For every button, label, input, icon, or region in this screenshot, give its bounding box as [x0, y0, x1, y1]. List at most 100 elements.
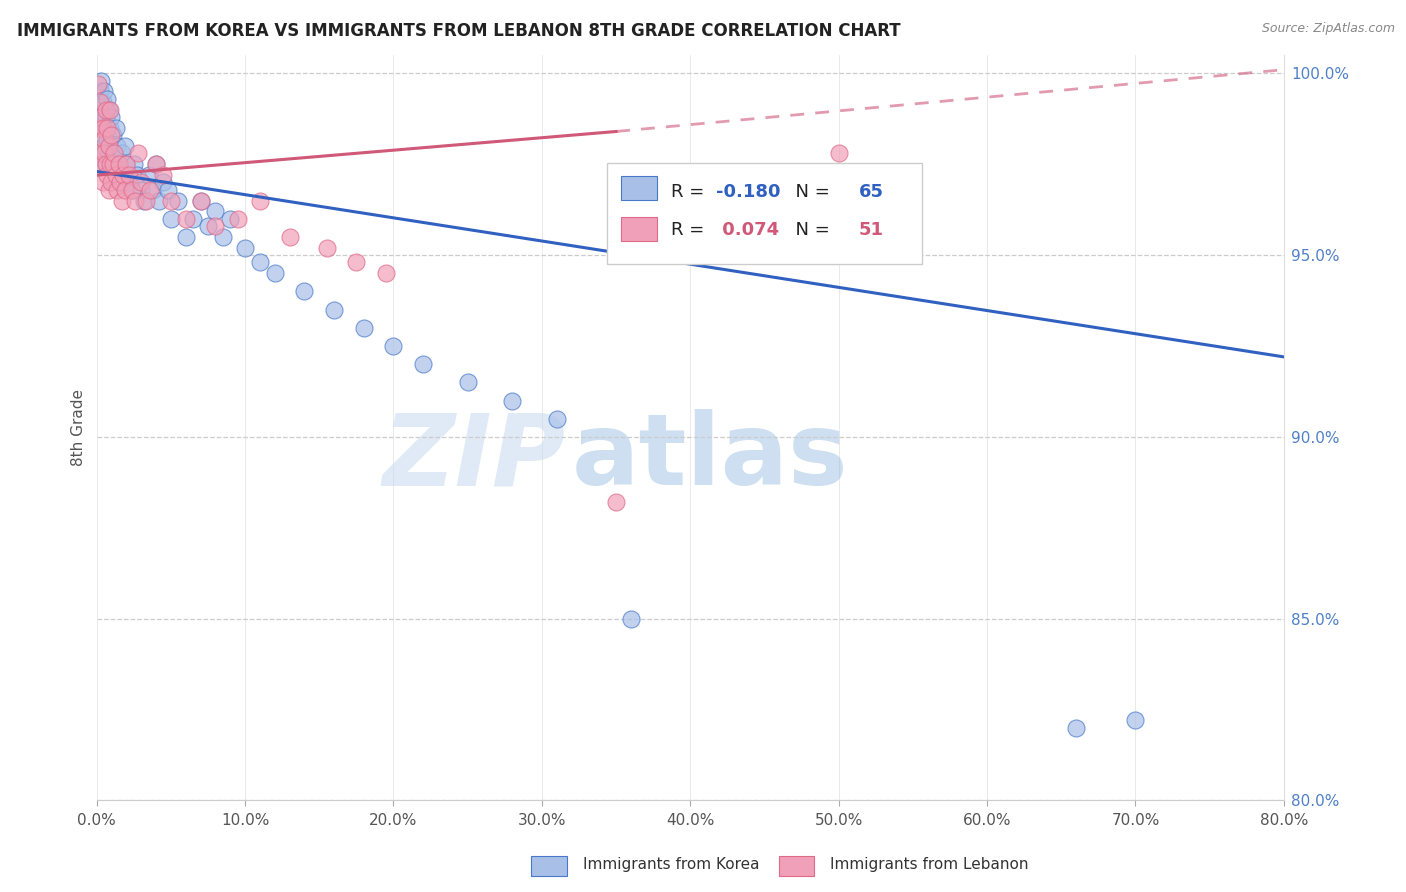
Point [89, 128, 111, 142]
Point [129, 183, 152, 197]
Point [501, 393, 523, 408]
Point [87, 120, 110, 135]
Point [94, 157, 117, 171]
Point [94, 103, 117, 117]
Point [174, 211, 197, 226]
Point [121, 183, 143, 197]
Point [100, 128, 122, 142]
Point [104, 120, 127, 135]
Point [204, 204, 226, 219]
Point [110, 175, 132, 189]
Point [104, 168, 127, 182]
Point [174, 230, 197, 244]
Point [112, 168, 135, 182]
Point [145, 157, 167, 171]
Point [190, 194, 212, 208]
Point [103, 146, 125, 161]
Point [114, 183, 136, 197]
Point [97, 183, 120, 197]
Point [148, 194, 170, 208]
Point [181, 211, 204, 226]
Point [94, 157, 117, 171]
Point [111, 194, 134, 208]
Point [546, 411, 568, 425]
Point [226, 211, 249, 226]
Point [90, 110, 112, 124]
Point [98, 157, 121, 171]
Point [118, 175, 141, 189]
Point [110, 175, 132, 189]
Point [108, 157, 131, 171]
Point [315, 241, 337, 255]
FancyBboxPatch shape [621, 217, 657, 242]
Point [156, 183, 179, 197]
Point [145, 157, 167, 171]
Point [97, 103, 120, 117]
Point [1064, 721, 1087, 735]
Point [1125, 714, 1147, 728]
FancyBboxPatch shape [607, 163, 922, 264]
Point [115, 157, 138, 171]
Point [134, 194, 156, 208]
Point [160, 211, 183, 226]
Point [90, 73, 112, 87]
Point [90, 146, 112, 161]
Point [135, 194, 157, 208]
Point [91, 175, 114, 189]
Point [353, 321, 375, 335]
Point [111, 146, 134, 161]
Point [93, 132, 115, 146]
Point [87, 103, 110, 117]
Text: N =: N = [785, 221, 835, 239]
Point [96, 120, 118, 135]
Point [129, 175, 152, 189]
Point [204, 219, 226, 233]
Text: R =: R = [671, 221, 710, 239]
Point [89, 95, 111, 110]
Point [118, 168, 141, 182]
Point [115, 157, 138, 171]
Point [94, 110, 117, 124]
Text: Immigrants from Korea: Immigrants from Korea [583, 857, 761, 872]
Point [97, 146, 120, 161]
Text: -0.180: -0.180 [717, 183, 780, 201]
Point [89, 146, 111, 161]
Point [107, 139, 129, 153]
Point [90, 157, 112, 171]
Point [197, 219, 219, 233]
Point [219, 211, 242, 226]
Point [91, 120, 114, 135]
FancyBboxPatch shape [621, 176, 657, 201]
Point [93, 146, 115, 161]
Point [114, 139, 136, 153]
Point [93, 85, 115, 99]
Point [112, 168, 135, 182]
Point [139, 183, 162, 197]
Point [249, 255, 271, 269]
Text: R =: R = [671, 183, 710, 201]
Point [91, 95, 114, 110]
Text: ZIP: ZIP [382, 409, 565, 506]
Point [190, 194, 212, 208]
Point [323, 302, 346, 317]
Point [152, 175, 174, 189]
Point [249, 194, 271, 208]
Point [93, 139, 115, 153]
Point [605, 495, 627, 509]
Point [98, 103, 121, 117]
Text: 0.074: 0.074 [717, 221, 779, 239]
Point [294, 285, 316, 299]
Text: IMMIGRANTS FROM KOREA VS IMMIGRANTS FROM LEBANON 8TH GRADE CORRELATION CHART: IMMIGRANTS FROM KOREA VS IMMIGRANTS FROM… [17, 22, 900, 40]
Point [827, 248, 849, 262]
Point [98, 120, 121, 135]
Point [152, 168, 174, 182]
Point [87, 77, 110, 91]
Point [127, 146, 149, 161]
Y-axis label: 8th Grade: 8th Grade [72, 389, 86, 467]
Point [103, 146, 125, 161]
Point [90, 110, 112, 124]
Point [100, 157, 122, 171]
Point [89, 85, 111, 99]
Text: 51: 51 [859, 221, 884, 239]
Text: Immigrants from Lebanon: Immigrants from Lebanon [830, 857, 1028, 872]
